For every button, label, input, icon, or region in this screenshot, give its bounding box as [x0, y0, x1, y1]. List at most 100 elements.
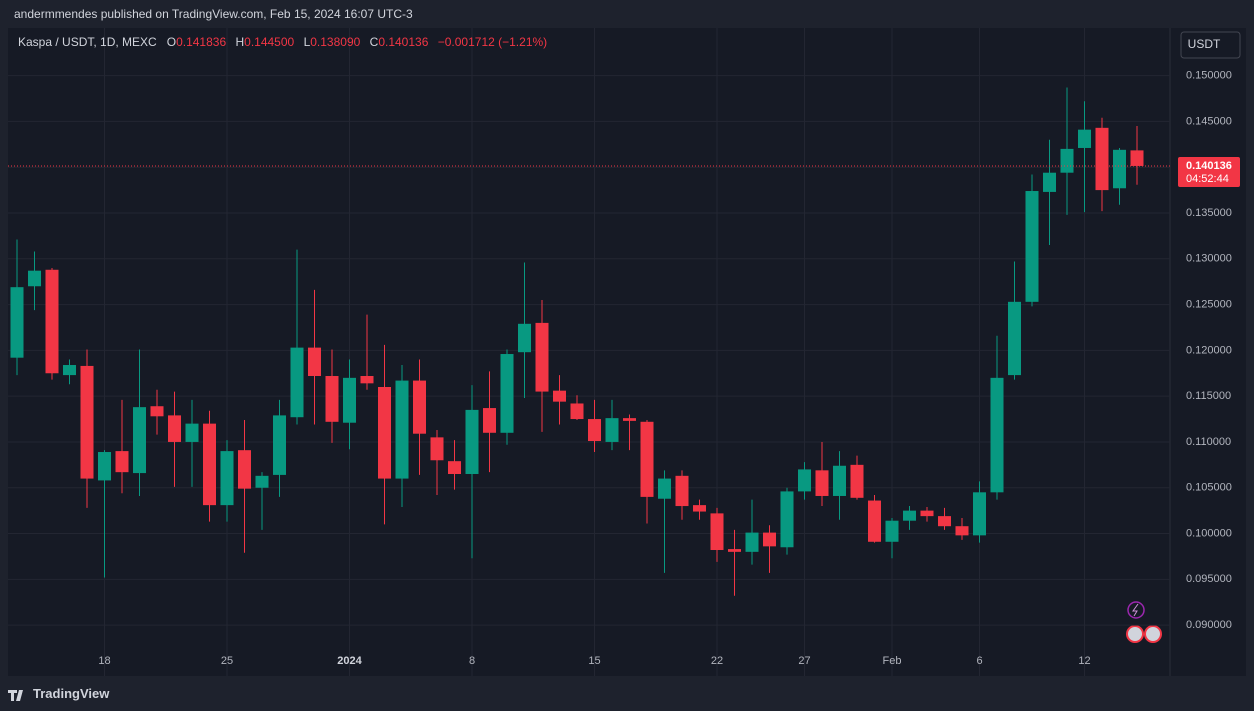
x-tick-label: 2024	[337, 655, 362, 667]
x-tick-label: 25	[221, 655, 233, 667]
candle-body	[273, 415, 286, 475]
candle-body	[728, 549, 741, 552]
candle-body	[693, 505, 706, 512]
candle-body	[378, 386, 391, 479]
candle-body	[623, 418, 636, 421]
candle-body	[745, 532, 759, 552]
candle-body	[483, 408, 496, 433]
candle-body	[63, 365, 76, 376]
candle-body	[290, 347, 304, 418]
candle-body	[920, 510, 934, 517]
candle-body	[973, 492, 986, 536]
candle-body	[885, 520, 899, 542]
y-tick-label: 0.150000	[1186, 70, 1232, 82]
change: −0.001712 (−1.21%)	[437, 35, 548, 49]
price-tag-value: 0.140136	[1186, 160, 1232, 172]
candle-body	[815, 470, 829, 496]
y-tick-label: 0.145000	[1186, 115, 1232, 127]
x-tick-label: 18	[98, 655, 110, 667]
label: C	[369, 35, 379, 49]
y-tick-label: 0.105000	[1186, 482, 1232, 494]
candle-body	[1095, 127, 1109, 191]
candle-body	[98, 452, 111, 481]
candle-body	[1008, 301, 1021, 376]
x-tick-label: 12	[1078, 655, 1090, 667]
price-tag	[1178, 156, 1240, 187]
candle-body	[570, 403, 584, 420]
candle-body	[553, 390, 566, 402]
flag-icon[interactable]	[1144, 625, 1162, 643]
candle-body	[203, 423, 216, 506]
candle-body	[675, 475, 689, 507]
y-tick-label: 0.130000	[1186, 253, 1232, 265]
currency-button[interactable]	[1180, 31, 1241, 59]
candle-body	[500, 354, 514, 433]
value: 0.141836	[176, 35, 227, 49]
symbol: Kaspa / USDT, 1D, MEXC	[18, 35, 157, 49]
flag-icon[interactable]	[1126, 625, 1144, 643]
candle-body	[133, 407, 146, 474]
bolt	[1132, 603, 1139, 617]
candle-body	[168, 415, 181, 442]
x-tick-label: 22	[711, 655, 723, 667]
y-tick-label: 0.090000	[1186, 619, 1232, 631]
candle-body	[1078, 129, 1091, 148]
candle-body	[868, 500, 881, 542]
candle-body	[465, 409, 479, 474]
x-tick-label: 15	[588, 655, 600, 667]
price-tag-countdown: 04:52:44	[1186, 173, 1229, 185]
logo	[8, 690, 23, 701]
candle-body	[448, 461, 461, 474]
x-tick-label: 6	[976, 655, 982, 667]
candle-body	[430, 437, 444, 461]
candle-body	[990, 377, 1004, 493]
candle-body	[780, 491, 794, 548]
candle-body	[1130, 150, 1144, 166]
label: L	[303, 35, 311, 49]
candle-body	[710, 513, 724, 551]
candle-body	[325, 376, 339, 422]
candle-body	[45, 269, 59, 374]
candle-body	[308, 347, 321, 377]
x-tick-label: 8	[469, 655, 475, 667]
candle-body	[80, 365, 94, 479]
y-tick-label: 0.125000	[1186, 298, 1232, 310]
candle-body	[588, 419, 601, 442]
y-tick-label: 0.115000	[1186, 390, 1231, 402]
label: H	[235, 35, 245, 49]
candle-body	[640, 421, 654, 497]
currency-label[interactable]: USDT	[1188, 37, 1221, 51]
candle-body	[955, 526, 969, 536]
y-tick-label: 0.120000	[1186, 344, 1232, 356]
candle-body	[115, 451, 129, 473]
event-icon[interactable]	[1127, 601, 1145, 619]
candle-body	[10, 287, 24, 358]
candle-body	[1043, 172, 1056, 192]
candle-body	[255, 475, 269, 488]
label: O	[166, 35, 177, 49]
x-tick-label: Feb	[883, 655, 902, 667]
value: 0.144500	[244, 35, 295, 49]
candle-body	[185, 423, 199, 442]
candle-body	[535, 322, 549, 392]
candle-body	[518, 323, 531, 353]
y-tick-label: 0.095000	[1186, 573, 1232, 585]
candle-body	[28, 270, 41, 287]
footer-brand: TradingView	[33, 686, 110, 701]
candle-body	[763, 532, 776, 547]
candle-body	[220, 451, 234, 506]
ohlc-legend: Kaspa / USDT, 1D, MEXC O0.141836 H0.1445…	[18, 35, 553, 49]
candle-body	[1025, 191, 1039, 302]
value: 0.140136	[378, 35, 429, 49]
chart-panel	[8, 28, 1246, 676]
candle-body	[903, 510, 916, 521]
candle-body	[238, 450, 251, 489]
candle-body	[1113, 149, 1126, 189]
candle-body	[605, 418, 619, 442]
candle-body	[850, 464, 864, 498]
candle-body	[150, 406, 164, 417]
x-tick-label: 27	[798, 655, 810, 667]
candle-body	[413, 380, 426, 434]
